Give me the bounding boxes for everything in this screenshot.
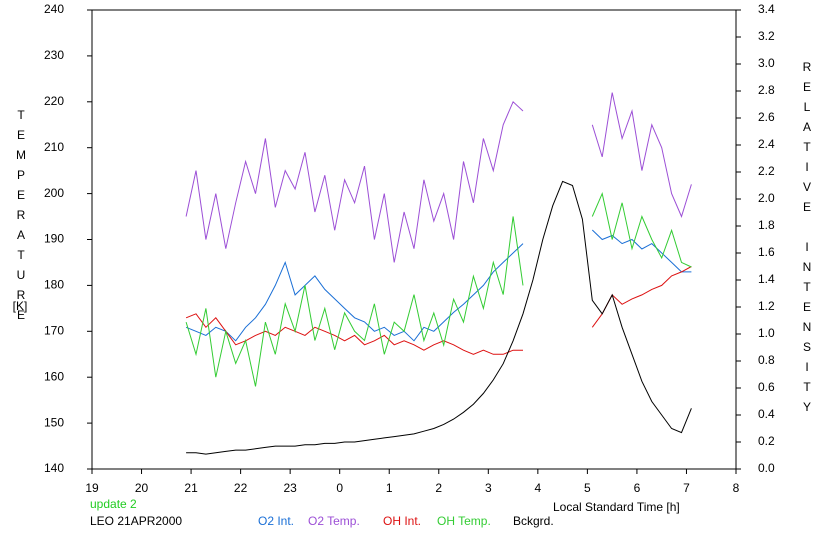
y2-tick-label: 1.0 (758, 326, 775, 340)
annotation: update 2 (90, 497, 137, 511)
y2-tick-label: 1.6 (758, 245, 775, 259)
y2-tick-label: 0.6 (758, 380, 775, 394)
x-tick-label: 6 (634, 481, 641, 495)
x-tick-label: 21 (184, 481, 198, 495)
x-tick-label: 1 (386, 481, 393, 495)
y2-tick-label: 0.2 (758, 434, 775, 448)
plot-frame (91, 9, 737, 470)
y2-tick-label: 0.8 (758, 353, 775, 367)
y-unit: [K] (13, 299, 28, 313)
series-line (185, 92, 692, 263)
y2-axis-label: RELATIVE INTENSITY (800, 60, 814, 420)
y2-tick-label: 3.2 (758, 29, 775, 43)
legend-entry: O2 Temp. (308, 514, 360, 528)
x-tick-label: 23 (283, 481, 297, 495)
y-tick-label: 170 (44, 323, 64, 337)
y2-tick-label: 3.0 (758, 56, 775, 70)
x-tick-label: 4 (535, 481, 542, 495)
x-tick-label: 2 (435, 481, 442, 495)
y2-tick-label: 1.8 (758, 218, 775, 232)
x-tick-label: 7 (683, 481, 690, 495)
annotation: LEO 21APR2000 (90, 514, 182, 528)
y2-tick-label: 2.2 (758, 164, 775, 178)
y-tick-label: 210 (44, 140, 64, 154)
x-tick-label: 20 (135, 481, 149, 495)
y2-tick-label: 1.2 (758, 299, 775, 313)
x-tick-label: 8 (733, 481, 740, 495)
x-tick-label: 19 (85, 481, 99, 495)
y2-tick-label: 0.4 (758, 407, 775, 421)
y-tick-label: 230 (44, 48, 64, 62)
y2-tick-label: 0.0 (758, 461, 775, 475)
y-tick-label: 180 (44, 278, 64, 292)
y2-tick-label: 3.4 (758, 2, 775, 16)
x-axis-label: Local Standard Time [h] (553, 500, 680, 514)
y2-tick-label: 2.8 (758, 83, 775, 97)
y2-tick-label: 1.4 (758, 272, 775, 286)
series-line (185, 229, 692, 342)
x-tick-label: 5 (584, 481, 591, 495)
y-tick-label: 240 (44, 2, 64, 16)
y-tick-label: 140 (44, 461, 64, 475)
x-tick-label: 0 (336, 481, 343, 495)
y2-tick-label: 2.0 (758, 191, 775, 205)
legend-entry: OH Temp. (437, 514, 491, 528)
series-line (185, 191, 692, 387)
y-tick-label: 150 (44, 415, 64, 429)
series-line (186, 180, 692, 455)
y2-tick-label: 2.4 (758, 137, 775, 151)
y-tick-label: 190 (44, 232, 64, 246)
legend-entry: OH Int. (383, 514, 421, 528)
legend-entry: Bckgrd. (513, 514, 554, 528)
y2-tick-label: 2.6 (758, 110, 775, 124)
x-tick-label: 22 (234, 481, 248, 495)
legend-entry: O2 Int. (258, 514, 294, 528)
y-tick-label: 200 (44, 186, 64, 200)
y-tick-label: 220 (44, 94, 64, 108)
y-axis-label: TEMPERATURE (14, 108, 28, 328)
x-tick-label: 3 (485, 481, 492, 495)
series-line (185, 266, 692, 355)
y-tick-label: 160 (44, 369, 64, 383)
